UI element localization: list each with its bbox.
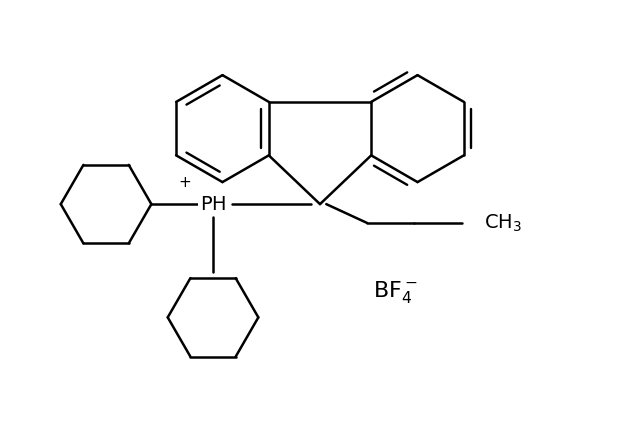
Text: $\mathsf{PH}$: $\mathsf{PH}$ xyxy=(200,194,226,214)
Text: $\mathsf{BF_4^-}$: $\mathsf{BF_4^-}$ xyxy=(373,279,418,305)
Text: $\mathsf{CH_3}$: $\mathsf{CH_3}$ xyxy=(484,212,522,234)
Text: +: + xyxy=(179,174,191,190)
